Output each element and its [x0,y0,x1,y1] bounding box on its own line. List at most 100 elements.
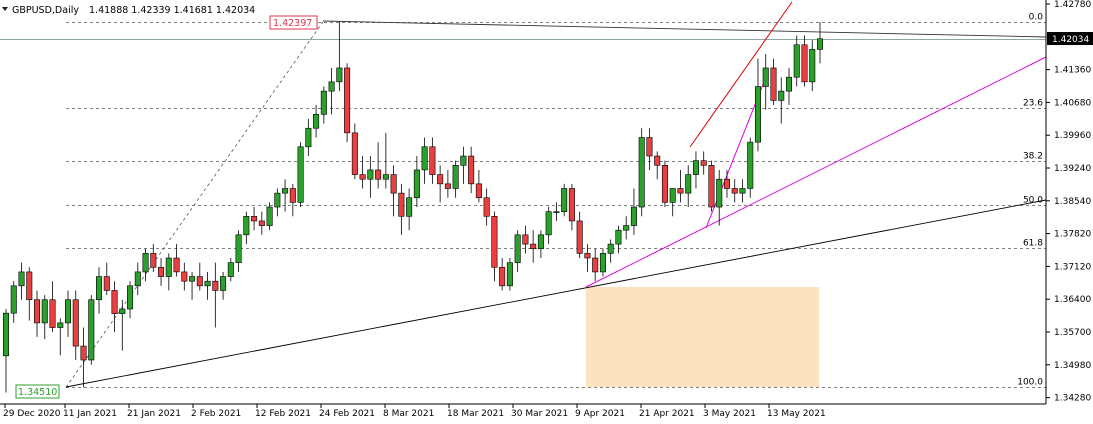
y-tick-label: 1.37120 [1054,262,1091,272]
x-tick-label: 24 Feb 2021 [319,409,375,419]
candle-body [646,137,653,157]
candle-body [119,308,126,314]
candle-body [754,86,761,143]
candle-body [274,192,281,208]
x-tick-label: 2 Feb 2021 [191,409,241,419]
candle-body [313,114,320,129]
candle-body [127,285,134,310]
candle-body [289,188,296,203]
candle-body [406,197,413,217]
candle-body [72,299,79,347]
candle-body [491,215,498,268]
black-trendline [65,199,1047,388]
candle-body [196,276,203,287]
candle-body [561,188,568,212]
x-tick-label: 21 Apr 2021 [639,409,695,419]
x-tick-label: 13 May 2021 [767,409,826,419]
candle-body [530,243,537,250]
candle-body [80,345,87,361]
candle-body [320,90,327,115]
fibonacci-levels: 0.0 23.6 38.2 50.0 61.8 100.0 [66,13,1046,388]
candle-body [142,253,149,273]
candle-body [654,155,661,166]
candle-body [661,165,668,203]
swing-low-value: 1.34510 [18,387,57,398]
candle-body [809,49,816,83]
candle-body [158,266,165,277]
candle-body [227,262,234,277]
x-tick-label: 12 Feb 2021 [255,409,311,419]
candle-body [499,266,506,287]
candle-body [33,299,41,324]
candle-body [305,127,312,148]
y-tick-label: 1.38540 [1054,197,1091,207]
ohlc-values: 1.41888 1.42339 1.41681 1.42034 [89,5,255,16]
candle-body [165,257,172,277]
candle-body [770,67,777,101]
candle-body [390,174,397,194]
candle-body [793,44,800,78]
y-tick-label: 1.41360 [1054,66,1091,76]
candle-body [134,271,141,287]
candle-body [204,280,211,287]
candle-body [65,299,72,324]
candle-body [189,276,196,282]
candle-body [367,169,374,180]
time-axis[interactable]: 29 Dec 2020 11 Jan 2021 21 Jan 2021 2 Feb 2… [3,404,826,419]
candle-body [592,257,599,273]
x-tick-label: 3 May 2021 [703,409,756,419]
fib-level-label: 23.6 [1023,99,1043,109]
demand-zone-rectangle[interactable] [586,287,819,387]
y-tick-label: 1.36400 [1054,295,1091,305]
candle-body [762,67,769,87]
fib-level-label: 0.0 [1029,13,1044,23]
y-tick-label: 1.35700 [1054,328,1091,338]
candle-body [251,215,258,222]
candle-body [584,253,591,259]
candle-body [607,243,614,254]
resistance-trendline [322,20,1047,38]
candle-body [700,160,707,166]
fib-level-label: 38.2 [1023,152,1043,162]
y-tick-label: 1.39240 [1054,164,1091,174]
candle-body [235,234,242,263]
candle-body [483,197,490,217]
swing-low-label[interactable]: 1.34510 [15,384,60,399]
price-axis[interactable]: 1.42780 1.41360 1.40680 1.39960 1.39240 1.385… [1046,0,1091,404]
candle-body [778,90,785,101]
candle-body [537,234,544,250]
current-price-value: 1.42034 [1052,35,1089,45]
fib-level-label: 50.0 [1023,196,1043,206]
candle-body [336,67,343,83]
candle-body [212,280,219,291]
candle-body [553,211,560,213]
x-tick-label: 8 Mar 2021 [383,409,434,419]
swing-high-value: 1.42397 [273,18,312,29]
current-price-tag: 1.42034 [1047,32,1093,45]
swing-high-label[interactable]: 1.42397 [269,15,318,30]
candle-body [258,220,265,226]
candle-body [103,276,110,291]
candle-body [41,299,48,324]
candle-body [297,146,304,203]
candle-body [375,169,382,180]
fib-level-label: 100.0 [1017,378,1043,388]
y-tick-label: 1.34980 [1054,361,1091,371]
candle-body [220,276,227,291]
candle-body [382,174,389,180]
candle-body [615,229,622,245]
candle-body [398,192,405,217]
zone-layer [586,287,819,387]
candle-body [111,290,118,314]
candle-body [282,188,289,194]
fib-level-label: 61.8 [1023,239,1043,249]
triangle-down-icon[interactable] [2,7,8,11]
candle-body [522,234,529,245]
x-tick-label: 18 Mar 2021 [447,409,504,419]
symbol-label: GBPUSD,Daily [12,5,79,16]
candle-body [266,206,273,226]
candle-body [708,165,715,208]
candle-body [739,188,746,194]
candle-body [785,76,793,92]
